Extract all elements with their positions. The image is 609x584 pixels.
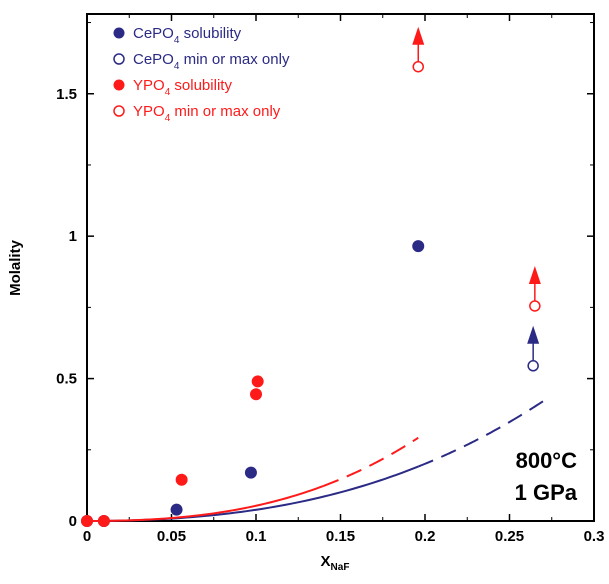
data-point xyxy=(251,375,264,388)
y-tick-label: 0 xyxy=(69,513,77,530)
legend-entry-main: CePO xyxy=(133,25,174,42)
fit-curve-solid xyxy=(87,484,324,522)
y-tick-label: 0.5 xyxy=(56,371,77,388)
annotation-pressure: 1 GPa xyxy=(515,480,578,505)
legend-entry: CePO4 min or max only xyxy=(133,51,290,72)
legend-marker-open xyxy=(113,53,125,65)
legend-entry-rest: solubility xyxy=(170,77,232,94)
x-tick-label: 0.2 xyxy=(415,528,436,545)
legend-entry-sub: 4 xyxy=(165,87,171,98)
x-axis-label-main: X xyxy=(321,553,331,570)
legend-marker xyxy=(113,79,125,91)
x-tick-label: 0 xyxy=(83,528,91,545)
legend-entry-rest: min or max only xyxy=(179,51,290,68)
legend-entry-main: CePO xyxy=(133,51,174,68)
arrow-up-icon xyxy=(412,26,425,45)
legend-entry-main: YPO xyxy=(133,77,165,94)
y-tick-label: 1 xyxy=(69,228,77,245)
legend-marker-open xyxy=(113,105,125,117)
x-tick-label: 0.1 xyxy=(246,528,267,545)
arrow-up-icon xyxy=(528,265,541,284)
x-tick-label: 0.3 xyxy=(584,528,605,545)
data-point xyxy=(250,388,262,401)
data-point xyxy=(175,473,188,486)
data-points xyxy=(81,26,541,527)
legend-entry: YPO4 solubility xyxy=(133,77,232,98)
legend-entry-rest: min or max only xyxy=(170,103,281,120)
legend-entry-main: YPO xyxy=(133,103,165,120)
legend-marker xyxy=(113,27,125,39)
x-tick-label: 0.05 xyxy=(157,528,186,545)
data-point-open xyxy=(527,360,539,372)
data-point xyxy=(81,515,93,527)
x-tick-label: 0.15 xyxy=(326,528,355,545)
data-point-open xyxy=(412,60,424,73)
fit-curves xyxy=(86,400,544,522)
y-tick-label: 1.5 xyxy=(56,86,77,103)
annotation-temperature: 800°C xyxy=(516,448,578,473)
x-tick-label: 0.25 xyxy=(495,528,524,545)
legend-entry: CePO4 solubility xyxy=(133,25,242,46)
x-axis-label-sub: NaF xyxy=(331,562,350,573)
legend-entry-sub: 4 xyxy=(165,113,171,124)
legend-entry-sub: 4 xyxy=(174,35,180,46)
data-point xyxy=(244,466,257,479)
data-point xyxy=(412,240,425,253)
data-point xyxy=(97,515,110,527)
data-point-open xyxy=(529,300,541,312)
x-axis-label: XNaF xyxy=(321,553,350,573)
fit-curve-dashed xyxy=(323,436,419,487)
axis-ticks: 0 0.05 0.1 0.15 0.2 0.25 0.3 0 0.5 1 1.5 xyxy=(56,14,604,545)
data-point xyxy=(170,503,183,516)
y-axis-label: Molality xyxy=(7,239,24,295)
legend-entry: YPO4 min or max only xyxy=(133,103,281,124)
arrow-up-icon xyxy=(527,325,540,344)
legend-entry-sub: 4 xyxy=(174,61,180,72)
legend-entry-rest: solubility xyxy=(179,25,241,42)
